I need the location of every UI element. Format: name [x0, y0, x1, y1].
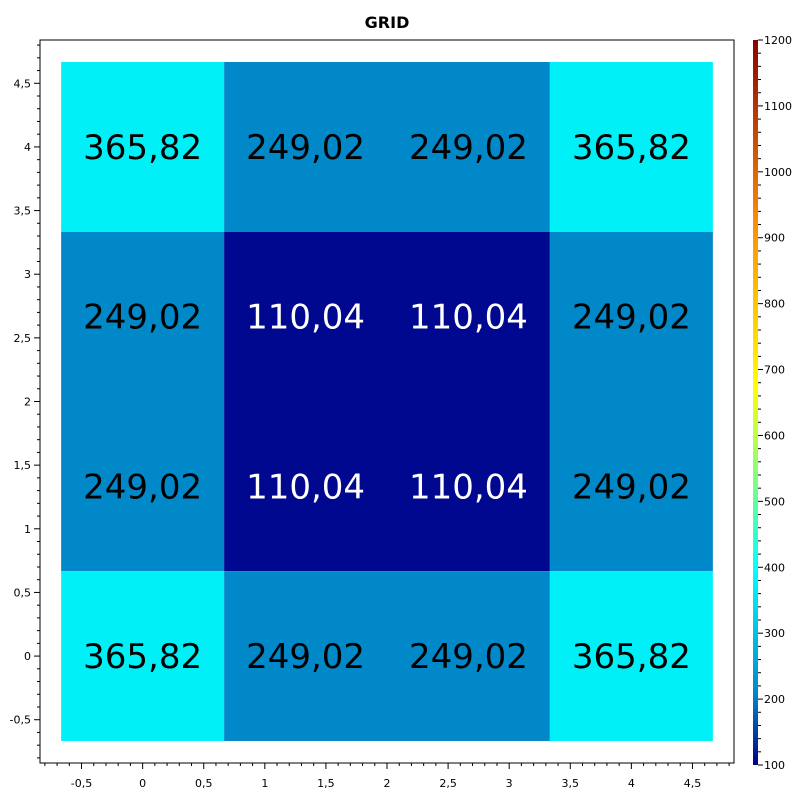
colorbar-tick-label: 900 — [764, 232, 785, 245]
cell-value-label: 249,02 — [409, 637, 528, 677]
heatmap-cell — [387, 401, 550, 572]
y-tick-label: 1 — [24, 523, 31, 536]
y-tick-label: 4,5 — [14, 77, 32, 90]
heatmap-cell — [387, 62, 550, 232]
colorbar-tick-label: 1200 — [764, 34, 792, 47]
y-tick-label: -0,5 — [10, 714, 31, 727]
x-tick-label: 2,5 — [439, 777, 457, 790]
heatmap-cell — [387, 231, 550, 402]
heatmap-cell — [549, 62, 713, 232]
y-tick-label: 1,5 — [14, 459, 32, 472]
y-tick-label: 2 — [24, 396, 31, 409]
heatmap-cell — [224, 571, 387, 741]
x-tick-label: 0 — [139, 777, 146, 790]
heatmap-cell — [224, 62, 387, 232]
colorbar-tick-label: 800 — [764, 298, 785, 311]
heatmap-cell — [387, 571, 550, 741]
colorbar-tick-label: 700 — [764, 364, 785, 377]
x-tick-label: 0,5 — [195, 777, 213, 790]
x-tick-label: 4,5 — [684, 777, 702, 790]
chart-title: GRID — [365, 13, 410, 32]
colorbar-tick-label: 1000 — [764, 166, 792, 179]
colorbar — [753, 40, 758, 765]
heatmap-cell — [549, 401, 713, 572]
colorbar-tick-label: 200 — [764, 693, 785, 706]
y-tick-label: 4 — [24, 141, 31, 154]
cell-value-label: 249,02 — [246, 637, 365, 677]
cell-value-label: 249,02 — [409, 128, 528, 168]
colorbar-tick-label: 500 — [764, 495, 785, 508]
y-tick-label: 0 — [24, 650, 31, 663]
cell-value-label: 249,02 — [572, 467, 691, 507]
heatmap-cell — [61, 571, 225, 741]
cell-value-label: 249,02 — [83, 467, 202, 507]
cell-value-label: 110,04 — [246, 298, 365, 338]
heatmap-cell — [61, 62, 225, 232]
heatmap-cell — [224, 231, 387, 402]
cell-value-label: 110,04 — [409, 467, 528, 507]
y-tick-label: 2,5 — [14, 332, 32, 345]
x-tick-label: 1,5 — [317, 777, 335, 790]
y-tick-label: 3,5 — [14, 205, 32, 218]
cell-value-label: 249,02 — [246, 128, 365, 168]
heatmap-cell — [61, 231, 225, 402]
cell-value-label: 365,82 — [572, 637, 691, 677]
colorbar-tick-label: 1100 — [764, 100, 792, 113]
x-tick-label: 2 — [384, 777, 391, 790]
cell-value-label: 249,02 — [572, 298, 691, 338]
x-tick-label: 3,5 — [562, 777, 580, 790]
cell-value-label: 110,04 — [409, 298, 528, 338]
heatmap-cell — [61, 401, 225, 572]
y-tick-label: 3 — [24, 268, 31, 281]
cell-value-label: 365,82 — [83, 128, 202, 168]
heatmap-cell — [549, 231, 713, 402]
x-tick-label: 1 — [261, 777, 268, 790]
colorbar-tick-label: 300 — [764, 627, 785, 640]
colorbar-tick-label: 600 — [764, 429, 785, 442]
x-tick-label: -0,5 — [71, 777, 92, 790]
cell-value-label: 365,82 — [83, 637, 202, 677]
heatmap-cell — [549, 571, 713, 741]
colorbar-tick-label: 100 — [764, 759, 785, 772]
cell-value-label: 110,04 — [246, 467, 365, 507]
colorbar-tick-label: 400 — [764, 561, 785, 574]
cell-value-label: 249,02 — [83, 298, 202, 338]
x-tick-label: 4 — [628, 777, 635, 790]
x-tick-label: 3 — [506, 777, 513, 790]
y-tick-label: 0,5 — [14, 586, 32, 599]
heatmap-cell — [224, 401, 387, 572]
cell-value-label: 365,82 — [572, 128, 691, 168]
